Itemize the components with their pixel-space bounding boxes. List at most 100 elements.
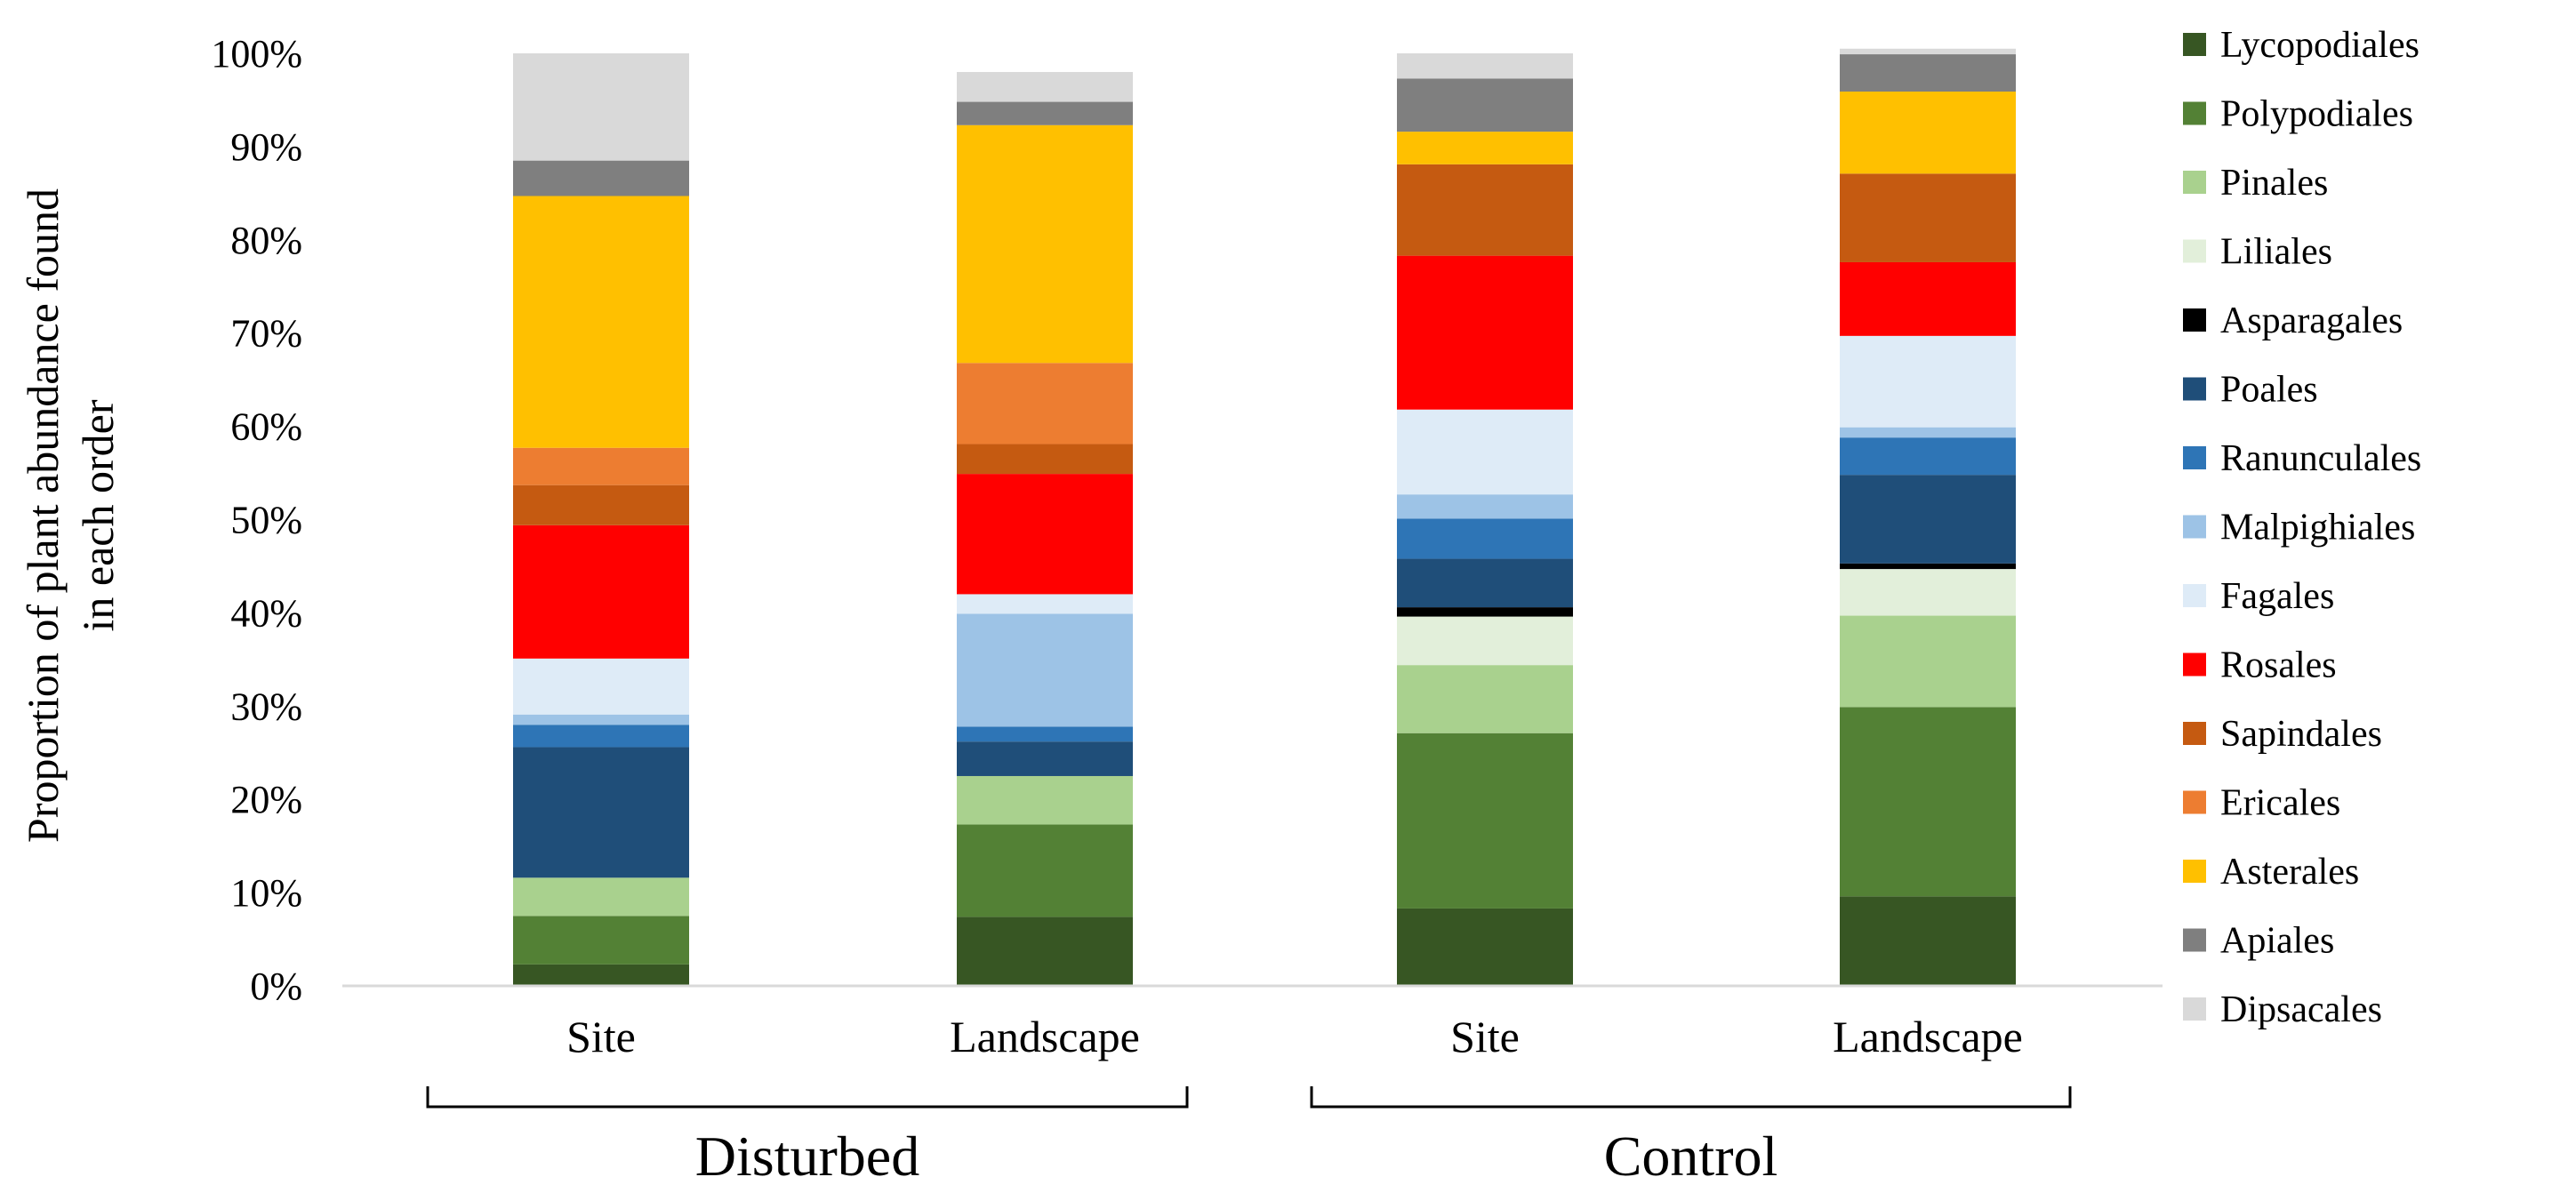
bar-segment-fagales <box>513 658 689 715</box>
bar-stack <box>957 71 1133 986</box>
bar-segment-pinales <box>1397 665 1573 733</box>
legend-label: Apiales <box>2220 921 2334 962</box>
bar-segment-poales <box>1397 558 1573 608</box>
bar-segment-lycopodiales <box>1840 896 2016 986</box>
legend-label: Malpighiales <box>2220 508 2415 548</box>
legend-item: Ranunculales <box>2183 438 2421 479</box>
x-axis-group-brackets: Disturbed Control <box>426 1086 2072 1188</box>
bar-segment-dipsacales <box>1840 48 2016 55</box>
bar-segment-asterales <box>513 196 689 448</box>
bar-segment-apiales <box>513 160 689 196</box>
bar-segment-liliales <box>1397 616 1573 666</box>
y-axis-ticks: 0% 10% 20% 30% 40% 50% 60% 70% 80% 90% 100% <box>211 32 302 1008</box>
legend-label: Polypodiales <box>2220 94 2413 135</box>
bar-segment-ranunculales <box>1397 518 1573 559</box>
legend-label: Poales <box>2220 370 2318 411</box>
bar-segment-ericales <box>513 447 689 485</box>
bar-segment-dipsacales <box>513 53 689 161</box>
legend-item: Ericales <box>2183 783 2340 824</box>
legend-label: Asparagales <box>2220 300 2403 341</box>
y-tick-label: 30% <box>230 685 302 728</box>
bar-segment-rosales <box>957 474 1133 595</box>
y-tick-label: 60% <box>230 405 302 449</box>
legend-label: Liliales <box>2220 232 2332 273</box>
x-category-label: Site <box>1450 1012 1520 1061</box>
bar-segment-apiales <box>957 101 1133 125</box>
y-axis-label-line-2: in each order <box>73 399 123 631</box>
y-tick-label: 20% <box>230 778 302 821</box>
bar-segment-sapindales <box>513 484 689 525</box>
bar-segment-malpighiales <box>1840 427 2016 438</box>
y-tick-label: 10% <box>230 871 302 915</box>
bar-segment-lycopodiales <box>1397 908 1573 986</box>
legend-item: Poales <box>2183 370 2318 411</box>
bar-segment-poales <box>1840 475 2016 564</box>
y-tick-label: 100% <box>211 32 302 76</box>
legend-label: Sapindales <box>2220 714 2382 755</box>
bar-segment-polypodiales <box>957 824 1133 917</box>
legend-swatch <box>2183 653 2206 677</box>
bar-segment-polypodiales <box>1840 707 2016 897</box>
bar-segment-lycopodiales <box>957 917 1133 986</box>
legend-swatch <box>2183 722 2206 745</box>
bar-segment-poales <box>513 747 689 878</box>
bar-segment-asterales <box>1397 132 1573 164</box>
legend-item: Malpighiales <box>2183 508 2415 548</box>
group-bracket <box>426 1086 1189 1109</box>
y-tick-label: 0% <box>250 965 302 1008</box>
legend-label: Dipsacales <box>2220 989 2382 1030</box>
legend-swatch <box>2183 790 2206 814</box>
bar-stack <box>1840 48 2016 986</box>
legend-label: Fagales <box>2220 576 2334 617</box>
legend-swatch <box>2183 171 2206 194</box>
legend-swatch <box>2183 584 2206 607</box>
legend-swatch <box>2183 928 2206 952</box>
y-axis-label: Proportion of plant abundance found in e… <box>18 188 123 843</box>
bar-segment-malpighiales <box>513 714 689 725</box>
y-axis-label-line-1: Proportion of plant abundance found <box>18 188 68 843</box>
legend: Lycopodiales Polypodiales Pinales Liliales A… <box>2183 25 2421 1030</box>
group-bracket <box>1310 1086 2072 1109</box>
legend-item: Liliales <box>2183 232 2332 273</box>
bar-segment-rosales <box>1397 255 1573 410</box>
y-tick-label: 40% <box>230 591 302 635</box>
bar-segment-apiales <box>1840 54 2016 92</box>
bar-segment-asparagales <box>1397 607 1573 617</box>
legend-item: Rosales <box>2183 645 2337 686</box>
bar-segment-lycopodiales <box>513 964 689 986</box>
bars <box>513 48 2016 986</box>
x-category-label: Landscape <box>950 1012 1140 1061</box>
legend-swatch <box>2183 308 2206 332</box>
legend-item: Asparagales <box>2183 300 2403 341</box>
legend-label: Pinales <box>2220 163 2328 204</box>
bar-stack <box>1397 53 1573 986</box>
legend-swatch <box>2183 446 2206 469</box>
legend-label: Lycopodiales <box>2220 25 2420 66</box>
legend-swatch <box>2183 377 2206 401</box>
legend-swatch <box>2183 101 2206 125</box>
bar-segment-polypodiales <box>1397 733 1573 909</box>
bar-segment-rosales <box>513 524 689 659</box>
bar-segment-pinales <box>513 877 689 917</box>
legend-label: Rosales <box>2220 645 2337 686</box>
bar-segment-asterales <box>957 124 1133 364</box>
legend-item: Sapindales <box>2183 714 2382 755</box>
y-tick-label: 90% <box>230 125 302 169</box>
y-tick-label: 70% <box>230 312 302 356</box>
bar-segment-polypodiales <box>513 916 689 965</box>
legend-label: Ranunculales <box>2220 438 2421 479</box>
legend-item: Pinales <box>2183 163 2328 204</box>
bar-segment-pinales <box>1840 615 2016 708</box>
bar-segment-sapindales <box>1397 164 1573 256</box>
bar-segment-asterales <box>1840 92 2016 174</box>
bar-segment-ericales <box>957 363 1133 444</box>
bar-segment-malpighiales <box>1397 494 1573 519</box>
x-category-label: Site <box>566 1012 636 1061</box>
bar-segment-fagales <box>1397 409 1573 495</box>
bar-segment-rosales <box>1840 261 2016 336</box>
group-label: Control <box>1604 1125 1778 1188</box>
legend-item: Dipsacales <box>2183 989 2382 1030</box>
legend-swatch <box>2183 33 2206 56</box>
y-tick-label: 50% <box>230 499 302 542</box>
